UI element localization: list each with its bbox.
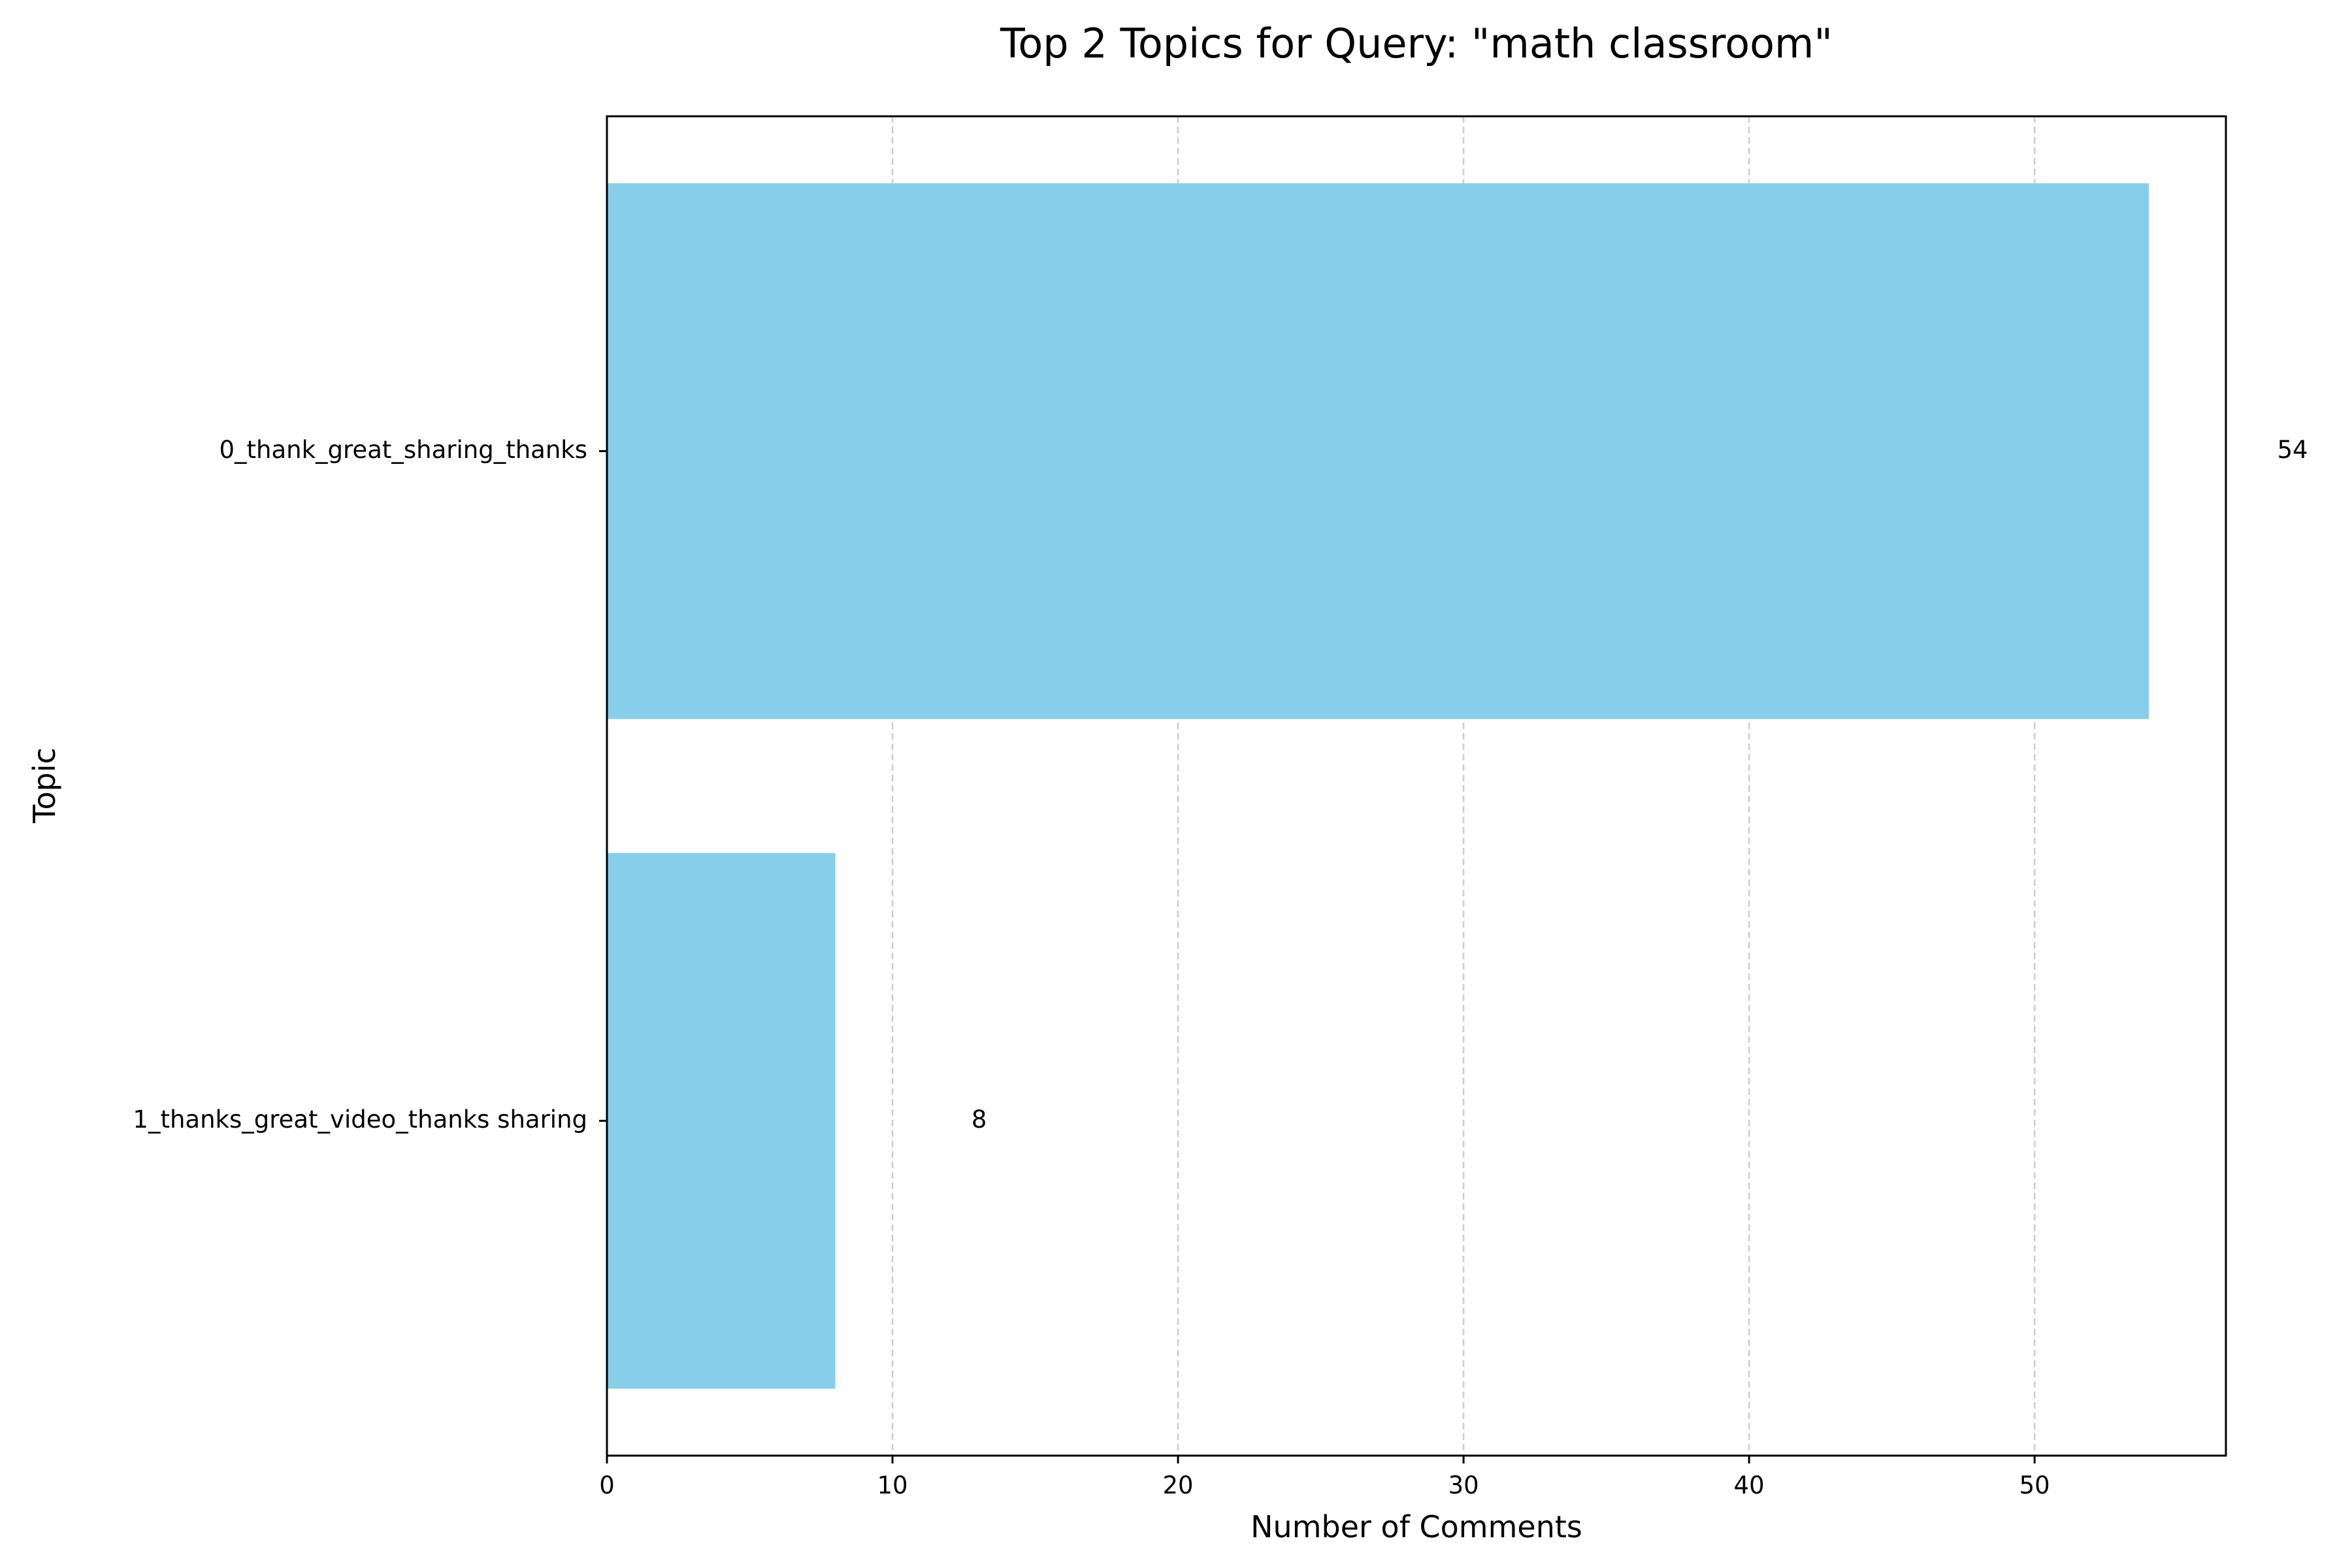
data-labels: 54 8 <box>972 436 2308 1134</box>
x-axis-ticks: 0 10 20 30 40 50 <box>599 1456 2050 1499</box>
y-axis-label: Topic <box>27 747 62 824</box>
x-tick-label-30: 30 <box>1448 1471 1479 1499</box>
data-label-0: 54 <box>2277 436 2308 464</box>
x-axis-label: Number of Comments <box>1250 1509 1582 1544</box>
x-tick-label-50: 50 <box>2019 1471 2050 1499</box>
x-tick-label-10: 10 <box>877 1471 907 1499</box>
bars <box>607 183 2149 1389</box>
chart-title: Top 2 Topics for Query: "math classroom" <box>1000 20 1833 67</box>
x-tick-label-20: 20 <box>1163 1471 1194 1499</box>
plot-area-frame <box>606 115 2227 1457</box>
x-tick-label-40: 40 <box>1734 1471 1765 1499</box>
y-tick-label-1: 1_thanks_great_video_thanks sharing <box>133 1105 587 1134</box>
bar-0 <box>607 183 2149 719</box>
bar-1 <box>607 853 836 1389</box>
y-tick-label-0: 0_thank_great_sharing_thanks <box>220 436 588 464</box>
y-axis-ticks: 0_thank_great_sharing_thanks 1_thanks_gre… <box>133 436 607 1134</box>
x-tick-label-0: 0 <box>599 1471 615 1499</box>
data-label-1: 8 <box>972 1105 987 1134</box>
